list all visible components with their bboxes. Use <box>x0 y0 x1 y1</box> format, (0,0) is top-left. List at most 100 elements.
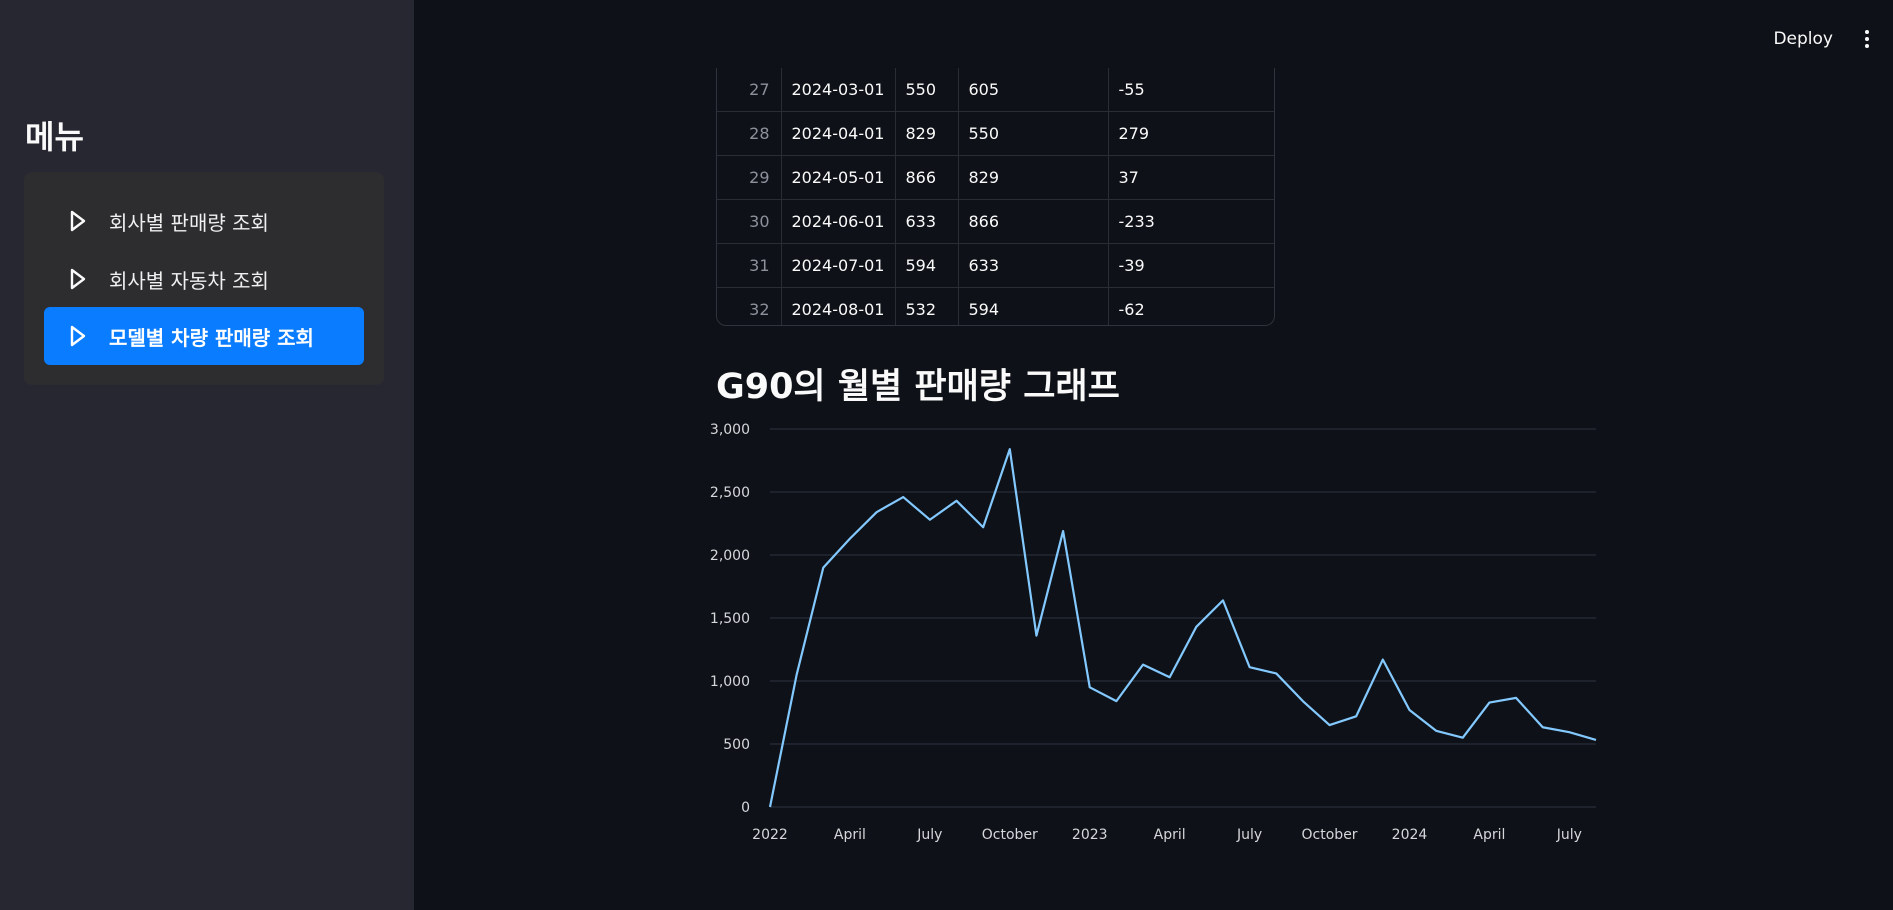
diff-cell: 279 <box>1108 111 1274 156</box>
date-cell: 2024-04-01 <box>781 111 896 156</box>
date-cell: 2024-06-01 <box>781 199 896 244</box>
x-tick-label: 2023 <box>1072 827 1108 843</box>
row-index: 27 <box>717 68 782 112</box>
data-point <box>1247 665 1252 670</box>
x-tick-label: July <box>1236 827 1262 843</box>
y-tick-label: 2,500 <box>710 485 750 501</box>
diff-cell: -55 <box>1108 68 1274 112</box>
menu-item-company-sales[interactable]: 회사별 판매량 조회 <box>44 192 364 250</box>
menu-item-label: 회사별 판매량 조회 <box>109 210 269 235</box>
menu-list: 회사별 판매량 조회 회사별 자동차 조회 모델별 차량 판매량 조회 <box>24 172 384 385</box>
sales-cell: 633 <box>895 199 959 244</box>
date-cell: 2024-08-01 <box>781 287 896 325</box>
menu-item-label: 모델별 차량 판매량 조회 <box>109 325 314 350</box>
sales-line-chart: 0 500 1,000 1,500 2,000 2,500 3,000 2022 April Ju… <box>710 422 1597 843</box>
y-tick-label: 0 <box>741 800 750 816</box>
sales-cell: 550 <box>895 68 959 112</box>
diff-cell: 37 <box>1108 155 1274 200</box>
menu-item-model-sales[interactable]: 모델별 차량 판매량 조회 <box>44 307 364 365</box>
diff-cell: -39 <box>1108 243 1274 288</box>
data-point <box>1141 662 1146 667</box>
date-cell: 2024-07-01 <box>781 243 896 288</box>
sales-cell: 829 <box>895 111 959 156</box>
y-tick-label: 500 <box>723 737 750 753</box>
table-row: 32 2024-08-01 532 594 -62 <box>717 287 1274 325</box>
data-point <box>1380 657 1385 662</box>
data-point <box>1354 714 1359 719</box>
data-point <box>1167 675 1172 680</box>
y-tick-label: 2,000 <box>710 548 750 564</box>
data-point <box>1460 735 1465 740</box>
data-point <box>1114 699 1119 704</box>
table-row: 27 2024-03-01 550 605 -55 <box>717 68 1274 112</box>
y-tick-label: 1,000 <box>710 674 750 690</box>
diff-cell: -233 <box>1108 199 1274 244</box>
data-point <box>1514 695 1519 700</box>
data-point <box>1300 699 1305 704</box>
data-point <box>1007 447 1012 452</box>
row-index: 29 <box>717 155 782 200</box>
play-icon <box>69 268 91 290</box>
prev-sales-cell: 829 <box>958 155 1109 200</box>
prev-sales-cell: 605 <box>958 68 1109 112</box>
table-row: 31 2024-07-01 594 633 -39 <box>717 243 1274 288</box>
sales-cell: 866 <box>895 155 959 200</box>
menu-title: 메뉴 <box>25 118 84 156</box>
data-point <box>901 495 906 500</box>
x-tick-label: October <box>1302 827 1358 843</box>
table-row: 29 2024-05-01 866 829 37 <box>717 155 1274 200</box>
header-toolbar: Deploy <box>1773 26 1873 52</box>
diff-cell: -62 <box>1118 300 1145 319</box>
x-tick-label: April <box>834 827 866 843</box>
row-index: 30 <box>717 199 782 244</box>
row-index: 28 <box>717 111 782 156</box>
data-point <box>927 517 932 522</box>
data-point <box>1434 728 1439 733</box>
sales-cell: 532 <box>895 287 959 325</box>
data-point <box>1034 633 1039 638</box>
data-point <box>821 565 826 570</box>
x-tick-label: July <box>1556 827 1582 843</box>
data-point <box>794 672 799 677</box>
sidebar: 메뉴 회사별 판매량 조회 회사별 자동차 조회 모델별 차량 판매량 조회 <box>0 0 414 910</box>
more-menu-icon[interactable] <box>1861 26 1873 52</box>
data-point <box>1540 725 1545 730</box>
prev-sales-cell: 594 <box>958 287 1109 325</box>
date-cell: 2024-05-01 <box>781 155 896 200</box>
data-point <box>768 805 773 810</box>
y-tick-label: 1,500 <box>710 611 750 627</box>
x-tick-label: April <box>1473 827 1505 843</box>
data-point <box>1194 624 1199 629</box>
data-point <box>1567 730 1572 735</box>
prev-sales-cell: 550 <box>958 111 1109 156</box>
menu-item-company-cars[interactable]: 회사별 자동차 조회 <box>44 250 364 308</box>
x-tick-label: October <box>982 827 1038 843</box>
date-cell: 2024-03-01 <box>781 68 896 112</box>
data-point <box>954 498 959 503</box>
x-tick-label: July <box>916 827 942 843</box>
x-tick-label: April <box>1154 827 1186 843</box>
data-point <box>1274 671 1279 676</box>
row-index: 32 <box>717 287 782 325</box>
x-tick-label: 2024 <box>1392 827 1428 843</box>
data-point <box>1087 685 1092 690</box>
row-index: 31 <box>717 243 782 288</box>
sales-table: 27 2024-03-01 550 605 -55 28 2024-04-01 829 550 2… <box>716 68 1275 326</box>
data-point <box>1327 723 1332 728</box>
data-point <box>1061 529 1066 534</box>
prev-sales-cell: 866 <box>958 199 1109 244</box>
data-point <box>981 525 986 530</box>
data-point <box>847 536 852 541</box>
x-tick-label: 2022 <box>752 827 788 843</box>
play-icon <box>69 325 91 347</box>
data-point <box>1220 598 1225 603</box>
data-point <box>1487 700 1492 705</box>
data-point <box>1407 707 1412 712</box>
table-row: 28 2024-04-01 829 550 279 <box>717 111 1274 156</box>
graph-title: G90의 월별 판매량 그래프 <box>716 367 1120 407</box>
data-point <box>874 510 879 515</box>
deploy-button[interactable]: Deploy <box>1773 29 1833 49</box>
sales-series-line <box>768 448 1597 808</box>
menu-item-label: 회사별 자동차 조회 <box>109 268 269 293</box>
sales-cell: 594 <box>895 243 959 288</box>
